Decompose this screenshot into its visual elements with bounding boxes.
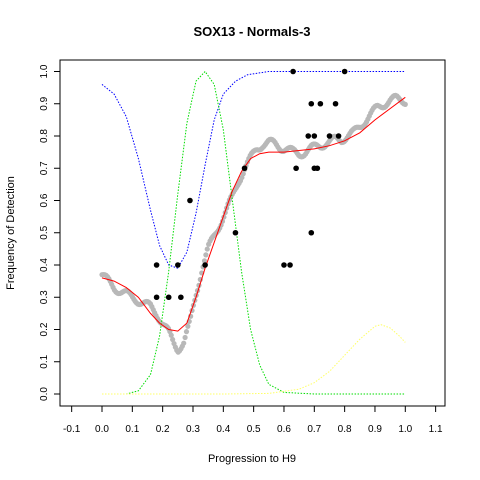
data-point-black [293, 165, 299, 172]
x-tick-label: 0.7 [307, 424, 321, 435]
y-tick-label: 0.7 [39, 161, 50, 175]
data-point-black [332, 100, 339, 107]
data-point-black [341, 68, 348, 75]
x-axis: -0.1 0.0 0.1 0.2 0.3 0.4 0.5 0.6 0.7 0.8 0.9 1.0 1.1 [63, 405, 443, 435]
data-point-black [187, 197, 193, 204]
series-yellow-curve [102, 324, 406, 395]
y-tick-label: 0.6 [39, 193, 50, 207]
data-point-black [241, 165, 248, 172]
data-point-gray [402, 101, 408, 107]
plot-frame [59, 59, 446, 407]
x-tick-label: 0.2 [156, 424, 170, 435]
series-blue-curve [101, 71, 406, 269]
data-point-gray [168, 332, 174, 338]
data-point-gray [204, 246, 210, 252]
x-tick-label: 1.1 [429, 424, 443, 435]
data-point-black [175, 262, 181, 268]
data-point-black [153, 294, 160, 301]
x-tick-label: 0.3 [186, 424, 200, 435]
data-point-black [317, 100, 324, 107]
data-point-black [232, 229, 239, 236]
data-point-black [305, 133, 312, 139]
series-red-fit-line [101, 96, 406, 332]
y-tick-label: 0.5 [39, 225, 50, 239]
x-tick-label: 0.9 [368, 424, 382, 435]
data-point-gray [240, 171, 246, 177]
data-point-gray [183, 329, 190, 335]
x-tick-label: 1.0 [398, 424, 412, 435]
data-point-black [335, 133, 342, 139]
y-tick-label: 0.2 [39, 322, 50, 336]
data-point-gray [185, 323, 191, 329]
x-tick-label: 0.5 [247, 424, 261, 435]
x-tick-label: 0.6 [277, 424, 291, 435]
y-axis-title: Frequency of Detection [5, 176, 17, 290]
y-tick-label: 0.1 [39, 354, 50, 368]
data-point-gray [170, 336, 176, 343]
data-point-black [308, 100, 315, 107]
data-point-gray [182, 334, 188, 341]
x-axis-title: Progression to H9 [208, 453, 296, 465]
plot-layer [99, 68, 408, 395]
data-point-black [178, 294, 184, 301]
data-point-black [165, 294, 172, 301]
x-tick-label: 0.4 [216, 424, 230, 435]
series-gray-points [99, 92, 408, 355]
data-point-gray [181, 340, 187, 346]
data-point-black [290, 68, 296, 75]
data-point-black [153, 262, 160, 268]
y-tick-label: 0.4 [39, 258, 50, 272]
data-point-black [308, 229, 315, 236]
data-point-black [326, 133, 333, 139]
data-point-black [314, 165, 321, 172]
data-point-black [287, 262, 293, 268]
data-point-gray [203, 252, 209, 258]
y-tick-label: 0.0 [39, 387, 50, 401]
y-tick-label: 0.8 [39, 129, 50, 143]
y-axis: 0.0 0.1 0.2 0.3 0.4 0.5 0.6 0.7 0.8 0.9 1.0 [39, 64, 61, 401]
y-tick-label: 0.9 [39, 96, 50, 110]
y-tick-label: 1.0 [39, 64, 50, 78]
data-point-gray [201, 258, 208, 264]
data-point-black [311, 133, 318, 139]
series-black-points [153, 68, 348, 301]
x-tick-label: 0.0 [95, 424, 109, 435]
data-point-black [202, 262, 208, 268]
y-tick-label: 0.3 [39, 290, 50, 304]
data-point-black [281, 262, 287, 268]
x-tick-label: 0.1 [125, 424, 139, 435]
x-tick-label: 0.8 [338, 424, 352, 435]
series-green-curve [102, 70, 406, 395]
x-tick-label: -0.1 [63, 424, 81, 435]
chart-title: SOX13 - Normals-3 [193, 24, 310, 39]
